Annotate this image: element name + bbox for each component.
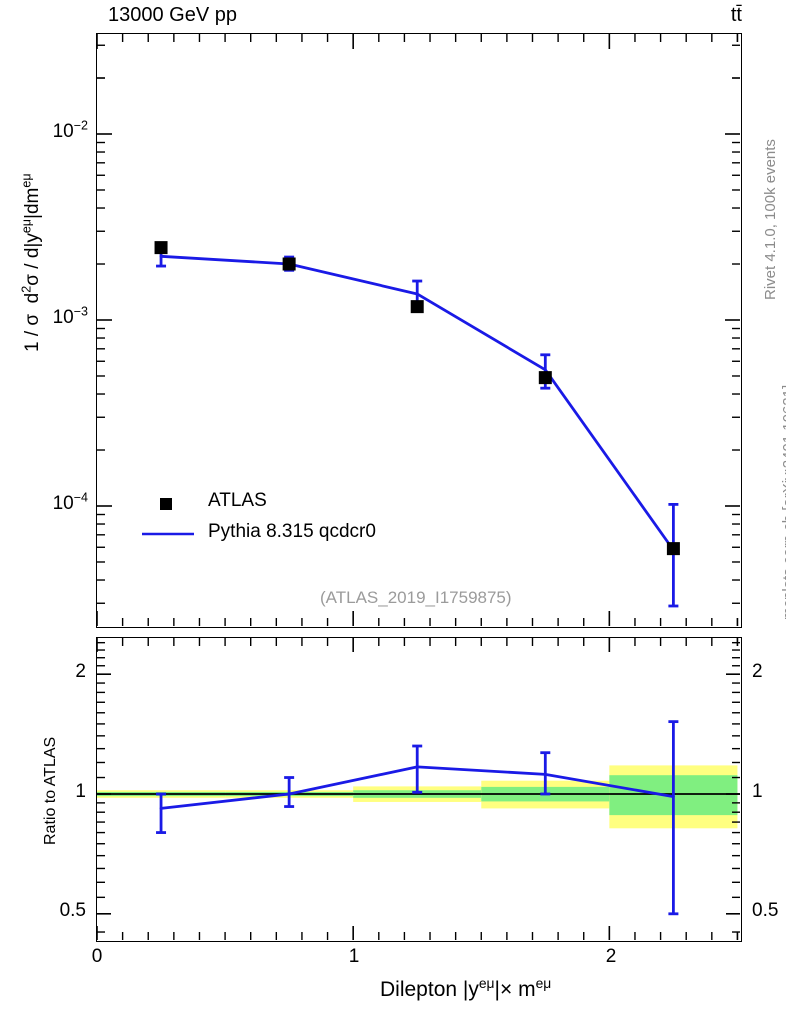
analysis-id-watermark: (ATLAS_2019_I1759875) bbox=[320, 588, 512, 607]
xtick-0: 0 bbox=[91, 946, 103, 967]
x-axis-title: Dilepton |yeμ|× meμ bbox=[380, 975, 552, 1001]
data-marker bbox=[154, 241, 168, 255]
rivet-version-label: Rivet 4.1.0, 100k events bbox=[762, 139, 779, 300]
main-ytick-1e-3: 10−3 bbox=[52, 304, 88, 328]
beam-energy-label: 13000 GeV pp bbox=[108, 4, 237, 26]
main-plot-canvas bbox=[96, 34, 740, 626]
ratio-ytick-1-right: 1 bbox=[752, 781, 763, 802]
ratio-ytick-05-left: 0.5 bbox=[59, 900, 86, 921]
xtick-1: 1 bbox=[348, 946, 360, 967]
ratio-plot-canvas bbox=[96, 638, 740, 940]
ratio-ytick-2-left: 2 bbox=[75, 661, 86, 682]
main-axis-ticks bbox=[96, 34, 740, 626]
ratio-ytick-05-right: 0.5 bbox=[752, 900, 779, 921]
main-plot-panel bbox=[96, 33, 742, 628]
legend-line-marker-icon bbox=[140, 518, 196, 549]
data-marker bbox=[410, 300, 424, 314]
xtick-2: 2 bbox=[605, 946, 617, 967]
main-ytick-1e-2: 10−2 bbox=[52, 118, 88, 142]
mcplots-source-label: mcplots.cern.ch [arXiv:2401.10621] bbox=[780, 384, 786, 620]
ratio-plot-panel bbox=[96, 637, 742, 942]
ratio-axis-ticks bbox=[96, 638, 740, 940]
process-label: tt̄ bbox=[730, 4, 742, 26]
legend-label-atlas: ATLAS bbox=[208, 490, 267, 511]
ratio-mc-curve-group bbox=[156, 720, 679, 916]
ratio-ytick-2-right: 2 bbox=[752, 661, 763, 682]
legend-label-pythia: Pythia 8.315 qcdcr0 bbox=[208, 521, 376, 542]
data-points-group bbox=[154, 241, 680, 556]
data-marker bbox=[538, 371, 552, 385]
legend-square-marker-icon bbox=[140, 487, 196, 518]
main-ytick-1e-4: 10−4 bbox=[52, 490, 88, 514]
ratio-ytick-1-left: 1 bbox=[75, 781, 86, 802]
data-marker bbox=[282, 257, 296, 271]
data-marker bbox=[666, 542, 680, 556]
